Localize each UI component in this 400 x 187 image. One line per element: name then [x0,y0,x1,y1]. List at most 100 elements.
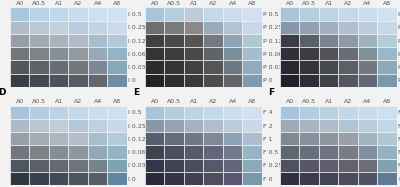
Bar [358,172,377,185]
Bar [68,106,88,119]
Bar [164,159,184,172]
Bar [10,7,30,21]
Bar [299,159,319,172]
Bar [68,145,88,159]
Bar [204,119,223,132]
Bar [49,74,68,87]
Bar [204,172,223,185]
Bar [145,60,164,74]
Bar [108,106,127,119]
Bar [280,60,299,74]
Bar [68,34,88,47]
Bar [108,159,127,172]
Bar [10,159,30,172]
Bar [68,60,88,74]
Bar [223,21,242,34]
Bar [30,60,49,74]
Bar [108,172,127,185]
Bar [377,74,397,87]
Bar [338,60,358,74]
Bar [49,60,68,74]
Bar [68,7,88,21]
Bar [145,119,164,132]
Bar [242,34,262,47]
Bar [377,132,397,145]
Bar [377,145,397,159]
Bar [319,74,338,87]
Bar [299,145,319,159]
Bar [299,119,319,132]
Bar [164,47,184,60]
Bar [223,106,242,119]
Bar [377,60,397,74]
Bar [223,74,242,87]
Bar [108,34,127,47]
Bar [242,7,262,21]
Text: D: D [0,88,6,97]
Bar [145,132,164,145]
Bar [242,132,262,145]
Bar [184,7,203,21]
Bar [164,106,184,119]
Bar [164,21,184,34]
Text: F: F [268,88,274,97]
Bar [49,132,68,145]
Bar [280,21,299,34]
Bar [184,74,203,87]
Bar [299,21,319,34]
Bar [319,21,338,34]
Bar [358,145,377,159]
Bar [164,145,184,159]
Bar [280,34,299,47]
Bar [184,60,203,74]
Bar [164,132,184,145]
Bar [358,106,377,119]
Bar [108,132,127,145]
Bar [280,159,299,172]
Bar [204,7,223,21]
Bar [30,159,49,172]
Bar [319,132,338,145]
Bar [299,60,319,74]
Bar [30,47,49,60]
Bar [49,172,68,185]
Bar [10,132,30,145]
Bar [204,60,223,74]
Bar [377,47,397,60]
Bar [164,34,184,47]
Bar [319,172,338,185]
Bar [280,74,299,87]
Bar [242,47,262,60]
Bar [338,47,358,60]
Bar [319,145,338,159]
Bar [242,106,262,119]
Bar [223,60,242,74]
Bar [145,7,164,21]
Bar [68,172,88,185]
Bar [68,159,88,172]
Bar [204,106,223,119]
Bar [49,119,68,132]
Bar [299,74,319,87]
Bar [10,60,30,74]
Bar [88,172,108,185]
Bar [145,172,164,185]
Bar [358,7,377,21]
Bar [204,34,223,47]
Bar [10,21,30,34]
Bar [184,145,203,159]
Bar [280,132,299,145]
Bar [299,47,319,60]
Bar [319,7,338,21]
Bar [108,74,127,87]
Bar [280,106,299,119]
Bar [319,34,338,47]
Bar [145,159,164,172]
Bar [299,106,319,119]
Bar [88,132,108,145]
Bar [68,47,88,60]
Bar [184,21,203,34]
Bar [242,74,262,87]
Bar [184,34,203,47]
Bar [30,172,49,185]
